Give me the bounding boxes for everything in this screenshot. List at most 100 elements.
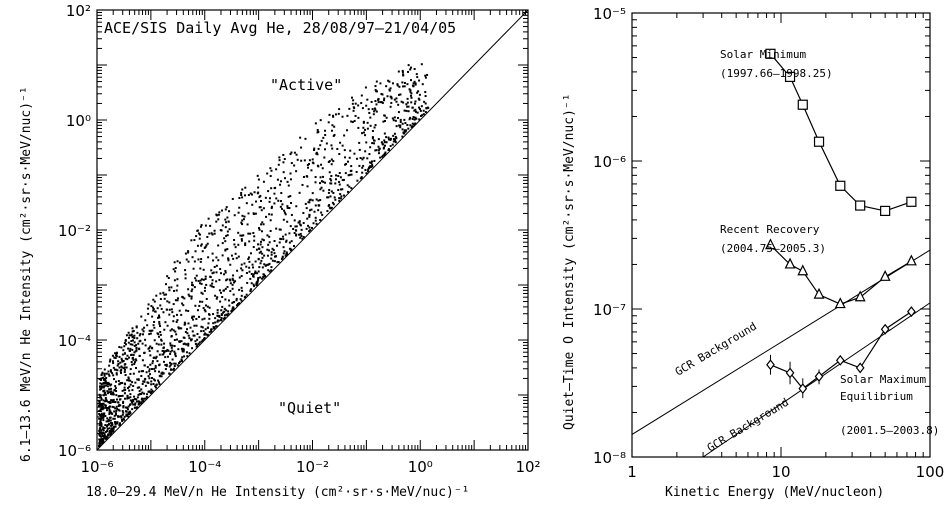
label-solar-min-period: (1997.66–1998.25)	[720, 67, 833, 80]
scatter-point	[357, 104, 360, 107]
scatter-point	[193, 260, 196, 263]
scatter-point	[245, 265, 248, 268]
scatter-point	[100, 397, 103, 400]
scatter-point	[339, 176, 342, 179]
scatter-point	[125, 410, 128, 413]
scatter-point	[217, 259, 220, 262]
scatter-point	[113, 378, 116, 381]
scatter-point	[365, 104, 368, 107]
scatter-point	[146, 307, 149, 310]
scatter-point	[407, 127, 410, 130]
scatter-point	[364, 150, 367, 153]
scatter-point	[121, 413, 124, 416]
label-recovery-period: (2004.75–2005.3)	[720, 242, 826, 255]
scatter-point	[99, 385, 102, 388]
scatter-point	[118, 398, 121, 401]
scatter-point	[144, 338, 147, 341]
scatter-point	[194, 277, 197, 280]
scatter-point	[105, 372, 108, 375]
scatter-point	[99, 426, 102, 429]
scatter-point	[212, 286, 215, 289]
scatter-point	[151, 390, 154, 393]
scatter-point	[238, 206, 241, 209]
scatter-point	[103, 389, 106, 392]
scatter-point	[195, 324, 198, 327]
scatter-point	[154, 310, 157, 313]
scatter-point	[174, 270, 177, 273]
scatter-point	[201, 326, 204, 329]
scatter-point	[108, 408, 111, 411]
scatter-point	[98, 404, 101, 407]
scatter-point	[221, 254, 224, 257]
scatter-point	[197, 342, 200, 345]
scatter-point	[120, 365, 123, 368]
scatter-point	[259, 194, 262, 197]
scatter-point	[235, 304, 238, 307]
scatter-point	[158, 322, 161, 325]
scatter-point	[219, 268, 222, 271]
scatter-point	[276, 261, 279, 264]
scatter-point	[216, 320, 219, 323]
scatter-point	[109, 384, 112, 387]
scatter-point	[369, 146, 372, 149]
scatter-point	[107, 370, 110, 373]
scatter-point	[119, 369, 122, 372]
scatter-point	[386, 95, 389, 98]
scatter-point	[401, 71, 404, 74]
scatter-point	[364, 134, 367, 137]
scatter-point	[131, 335, 134, 338]
scatter-point	[330, 158, 333, 161]
scatter-point	[253, 191, 256, 194]
scatter-point	[407, 110, 410, 113]
scatter-point	[392, 140, 395, 143]
scatter-point	[308, 199, 311, 202]
scatter-point	[408, 88, 411, 91]
scatter-point	[329, 195, 332, 198]
scatter-point	[193, 286, 196, 289]
scatter-point	[151, 360, 154, 363]
scatter-point	[267, 269, 270, 272]
scatter-point	[282, 252, 285, 255]
scatter-point	[370, 162, 373, 165]
scatter-point	[411, 125, 414, 128]
scatter-point	[111, 354, 114, 357]
scatter-point	[204, 286, 207, 289]
scatter-point	[241, 289, 244, 292]
scatter-point	[299, 136, 302, 139]
scatter-point	[131, 343, 134, 346]
scatter-point	[196, 333, 199, 336]
square-marker	[880, 205, 891, 217]
scatter-point	[427, 106, 430, 109]
scatter-point	[279, 228, 282, 231]
scatter-point	[159, 325, 162, 328]
scatter-point	[341, 144, 344, 147]
scatter-point	[195, 317, 198, 320]
scatter-point	[374, 100, 377, 103]
scatter-point	[133, 403, 136, 406]
scatter-point	[144, 319, 147, 322]
scatter-point	[105, 381, 108, 384]
scatter-point	[129, 396, 132, 399]
scatter-point	[268, 235, 271, 238]
scatter-point	[401, 69, 404, 72]
scatter-point	[345, 163, 348, 166]
scatter-point	[99, 409, 102, 412]
scatter-point	[360, 176, 363, 179]
scatter-point	[314, 216, 317, 219]
scatter-point	[315, 152, 318, 155]
scatter-point	[207, 256, 210, 259]
scatter-point	[258, 247, 261, 250]
scatter-point	[205, 333, 208, 336]
scatter-point	[138, 334, 141, 337]
scatter-point	[117, 363, 120, 366]
scatter-point	[268, 197, 271, 200]
scatter-point	[190, 290, 193, 293]
scatter-point	[196, 344, 199, 347]
scatter-point	[392, 119, 395, 122]
scatter-point	[99, 408, 102, 411]
scatter-point	[118, 415, 121, 418]
scatter-point	[100, 429, 103, 432]
scatter-point	[297, 221, 300, 224]
scatter-point	[124, 388, 127, 391]
scatter-point	[100, 423, 103, 426]
